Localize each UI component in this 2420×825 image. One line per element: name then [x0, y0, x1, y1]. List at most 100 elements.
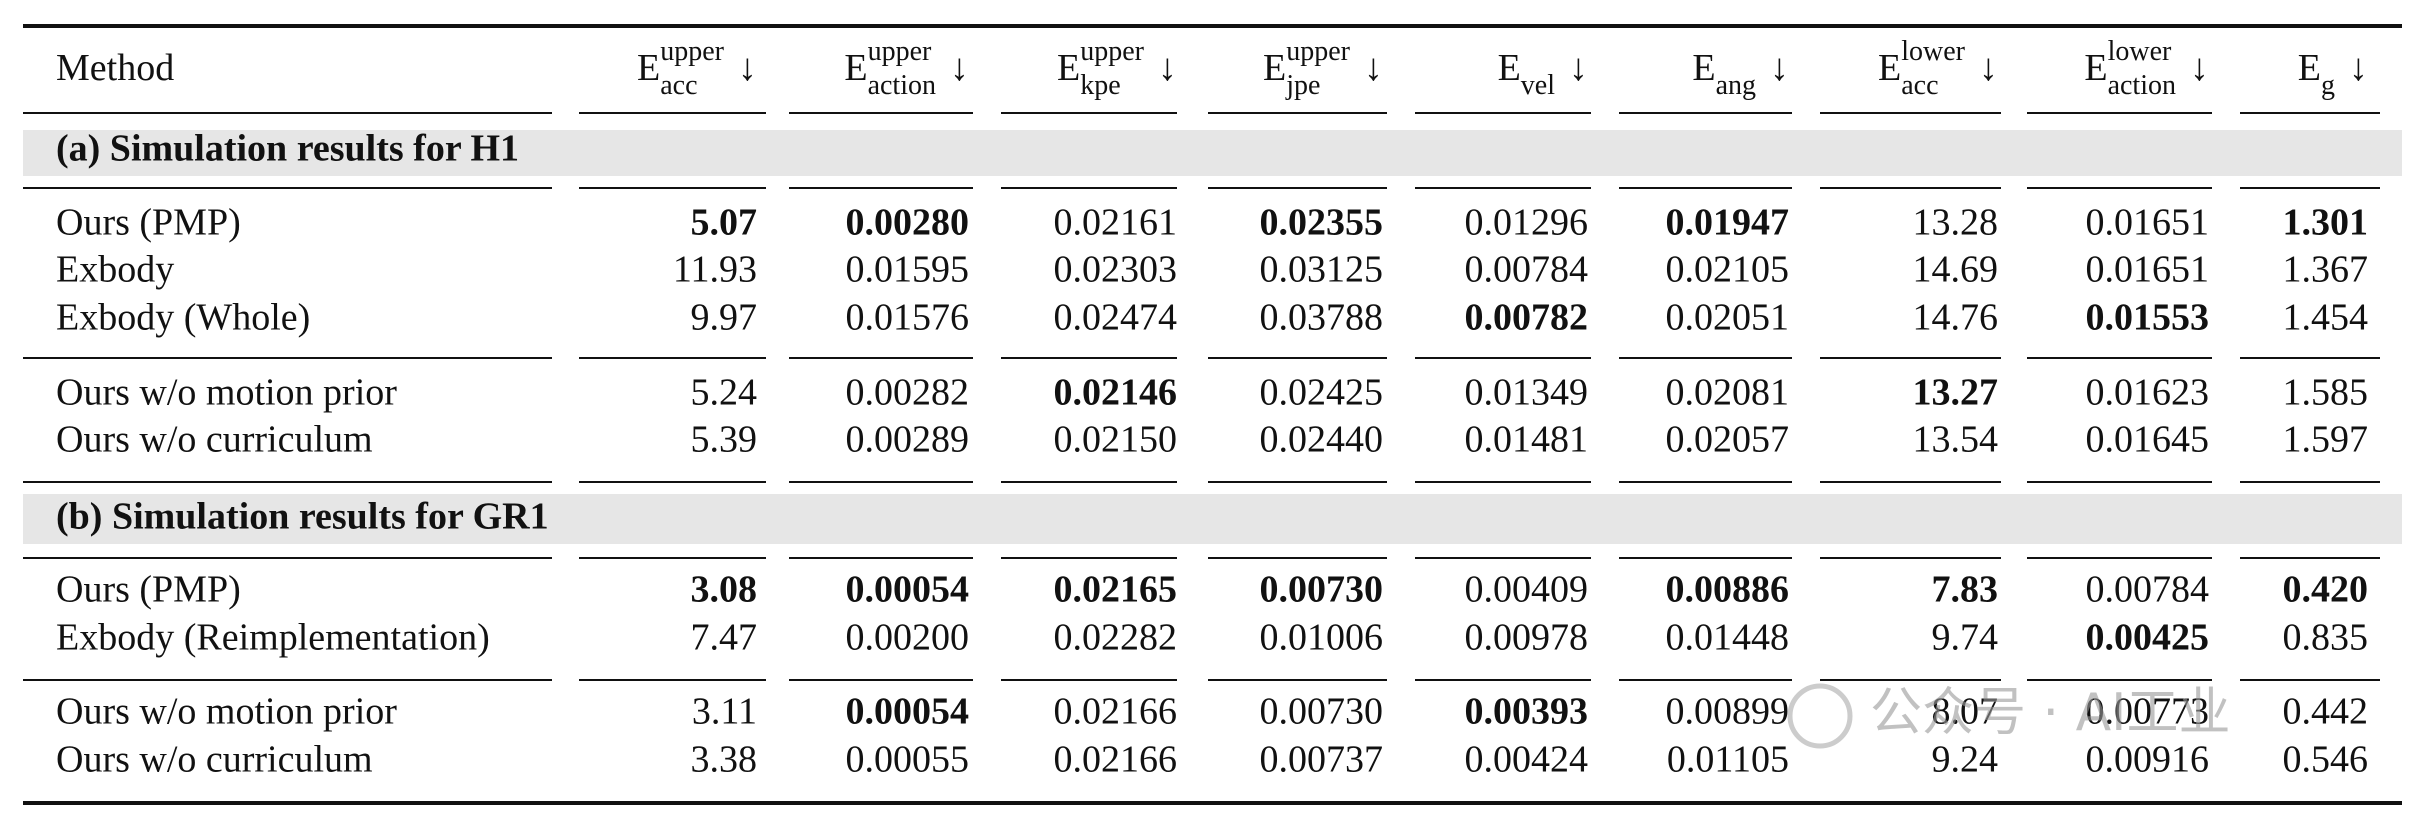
- cell-value: 1.367: [2283, 249, 2369, 291]
- method-name: Ours (PMP): [56, 202, 241, 244]
- sort-arrow: ↓: [1364, 47, 1383, 89]
- column-header: E: [1878, 47, 1901, 89]
- cell-value: 0.01645: [2086, 419, 2210, 461]
- cell-value: 9.24: [1932, 739, 1999, 781]
- cell-value: 0.00200: [846, 617, 970, 659]
- sort-arrow: ↓: [1158, 47, 1177, 89]
- cell-value: 0.01105: [1667, 739, 1789, 781]
- cell-value: 0.00737: [1260, 739, 1384, 781]
- cell-value: 3.38: [691, 739, 758, 781]
- cell-value: 0.00054: [846, 691, 970, 733]
- cell-value: 5.24: [691, 372, 758, 414]
- cell-value: 0.01006: [1260, 617, 1384, 659]
- cell-value: 0.01651: [2086, 202, 2210, 244]
- sort-arrow: ↓: [1770, 47, 1789, 89]
- cell-value: 0.00730: [1260, 569, 1384, 611]
- column-header: E: [1057, 47, 1080, 89]
- cell-value: 0.00280: [846, 202, 970, 244]
- cell-value: 7.47: [691, 617, 758, 659]
- cell-value: 13.27: [1913, 372, 1999, 414]
- sort-arrow: ↓: [2349, 47, 2368, 89]
- cell-value: 0.00784: [1465, 249, 1589, 291]
- column-header: E: [1263, 47, 1286, 89]
- cell-value: 0.01448: [1666, 617, 1790, 659]
- cell-value: 13.28: [1913, 202, 1999, 244]
- cell-value: 0.02355: [1260, 202, 1384, 244]
- cell-value: 0.02105: [1666, 249, 1790, 291]
- cell-value: 0.02161: [1054, 202, 1178, 244]
- cell-value: 0.01623: [2086, 372, 2210, 414]
- cell-value: 1.301: [2283, 202, 2369, 244]
- cell-value: 0.02150: [1054, 419, 1178, 461]
- cell-value: 0.00289: [846, 419, 970, 461]
- cell-value: 0.00784: [2086, 569, 2210, 611]
- cell-value: 0.01576: [846, 297, 970, 339]
- method-name: Ours w/o curriculum: [56, 419, 373, 461]
- cell-value: 0.00424: [1465, 739, 1589, 781]
- cell-value: 0.02282: [1054, 617, 1178, 659]
- cell-value: 0.02474: [1054, 297, 1178, 339]
- method-name: Ours w/o motion prior: [56, 691, 397, 733]
- cell-value: 0.00978: [1465, 617, 1589, 659]
- cell-value: 9.74: [1932, 617, 1999, 659]
- column-header: E: [1692, 47, 1715, 89]
- cell-value: 5.39: [691, 419, 758, 461]
- cell-value: 0.00054: [846, 569, 970, 611]
- cell-value: 0.00425: [2086, 617, 2210, 659]
- cell-value: 0.02165: [1054, 569, 1178, 611]
- cell-value: 0.02166: [1054, 739, 1178, 781]
- cell-value: 0.03125: [1260, 249, 1384, 291]
- cell-value: 9.97: [691, 297, 758, 339]
- method-name: Ours (PMP): [56, 569, 241, 611]
- cell-value: 0.835: [2283, 617, 2369, 659]
- cell-value: 0.02146: [1054, 372, 1178, 414]
- sort-arrow: ↓: [950, 47, 969, 89]
- cell-value: 0.02057: [1666, 419, 1790, 461]
- cell-value: 1.454: [2283, 297, 2369, 339]
- cell-value: 0.00282: [846, 372, 970, 414]
- column-header: E: [1498, 47, 1521, 89]
- cell-value: 0.03788: [1260, 297, 1384, 339]
- cell-value: 0.00393: [1465, 691, 1589, 733]
- subscript: vel: [1521, 70, 1555, 101]
- cell-value: 0.01947: [1666, 202, 1790, 244]
- subscript: jpe: [1285, 70, 1320, 101]
- cell-value: 0.02440: [1260, 419, 1384, 461]
- cell-value: 0.02303: [1054, 249, 1178, 291]
- cell-value: 0.02051: [1666, 297, 1790, 339]
- cell-value: 5.07: [691, 202, 758, 244]
- cell-value: 0.00730: [1260, 691, 1384, 733]
- superscript: upper: [660, 36, 724, 67]
- cell-value: 3.11: [692, 691, 757, 733]
- subscript: action: [2108, 70, 2176, 101]
- column-header: Method: [56, 47, 174, 89]
- subscript: acc: [660, 70, 697, 101]
- column-header: E: [637, 47, 660, 89]
- cell-value: 7.83: [1932, 569, 1999, 611]
- method-name: Ours w/o curriculum: [56, 739, 373, 781]
- subscript: action: [868, 70, 936, 101]
- cell-value: 1.585: [2283, 372, 2369, 414]
- cell-value: 1.597: [2283, 419, 2369, 461]
- column-header: E: [844, 47, 867, 89]
- cell-value: 0.01296: [1465, 202, 1589, 244]
- subscript: kpe: [1080, 70, 1120, 101]
- cell-value: 14.76: [1913, 297, 1999, 339]
- cell-value: 0.00409: [1465, 569, 1589, 611]
- sort-arrow: ↓: [1569, 47, 1588, 89]
- cell-value: 0.00773: [2086, 691, 2210, 733]
- method-name: Exbody (Reimplementation): [56, 617, 490, 659]
- cell-value: 0.02081: [1666, 372, 1790, 414]
- column-header: E: [2298, 47, 2321, 89]
- superscript: upper: [1286, 36, 1350, 67]
- watermark: 公众号 · AI工业: [1870, 683, 2231, 743]
- section-title: (a) Simulation results for H1: [56, 128, 519, 170]
- section-band: [23, 494, 2402, 544]
- subscript: acc: [1901, 70, 1938, 101]
- cell-value: 0.00782: [1465, 297, 1589, 339]
- section-band: [23, 130, 2402, 176]
- cell-value: 14.69: [1913, 249, 1999, 291]
- column-header: E: [2084, 47, 2107, 89]
- cell-value: 0.01651: [2086, 249, 2210, 291]
- cell-value: 0.02166: [1054, 691, 1178, 733]
